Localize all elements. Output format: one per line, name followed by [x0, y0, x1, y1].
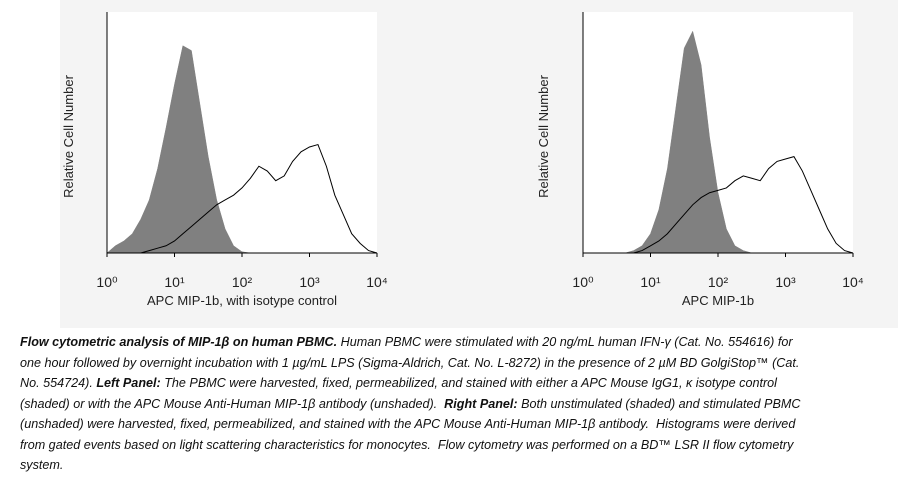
- x-tick-label: 10⁰: [572, 274, 594, 290]
- x-tick-label: 10²: [232, 274, 253, 290]
- x-tick-label: 10¹: [164, 274, 185, 290]
- caption: Flow cytometric analysis of MIP-1β on hu…: [20, 332, 815, 476]
- x-tick-label: 10³: [775, 274, 796, 290]
- caption-text: Human PBMC were stimulated with 20 ng/mL…: [20, 335, 803, 390]
- caption-heading: Right Panel:: [444, 396, 518, 411]
- x-tick-label: 10¹: [640, 274, 661, 290]
- x-axis-label: APC MIP-1b: [682, 293, 754, 308]
- caption-heading: Flow cytometric analysis of MIP-1β on hu…: [20, 335, 338, 349]
- histogram-line: [107, 143, 378, 254]
- caption-text: Both unstimulated (shaded) and stimulate…: [20, 396, 804, 473]
- y-axis-label: Relative Cell Number: [536, 74, 551, 197]
- caption-text: The PBMC were harvested, fixed, permeabi…: [20, 376, 781, 411]
- x-tick-label: 10³: [299, 274, 320, 290]
- x-tick-label: 10⁴: [842, 274, 864, 290]
- x-tick-label: 10⁴: [366, 274, 388, 290]
- x-tick-label: 10⁰: [96, 274, 118, 290]
- caption-heading: Left Panel:: [96, 376, 161, 390]
- y-axis-label: Relative Cell Number: [61, 74, 76, 197]
- x-axis-label: APC MIP-1b, with isotype control: [147, 293, 337, 308]
- figure: 10⁰ 10¹ 10² 10³ 10⁴ APC MIP-1b, with isotype …: [60, 0, 898, 328]
- x-tick-label: 10²: [708, 274, 729, 290]
